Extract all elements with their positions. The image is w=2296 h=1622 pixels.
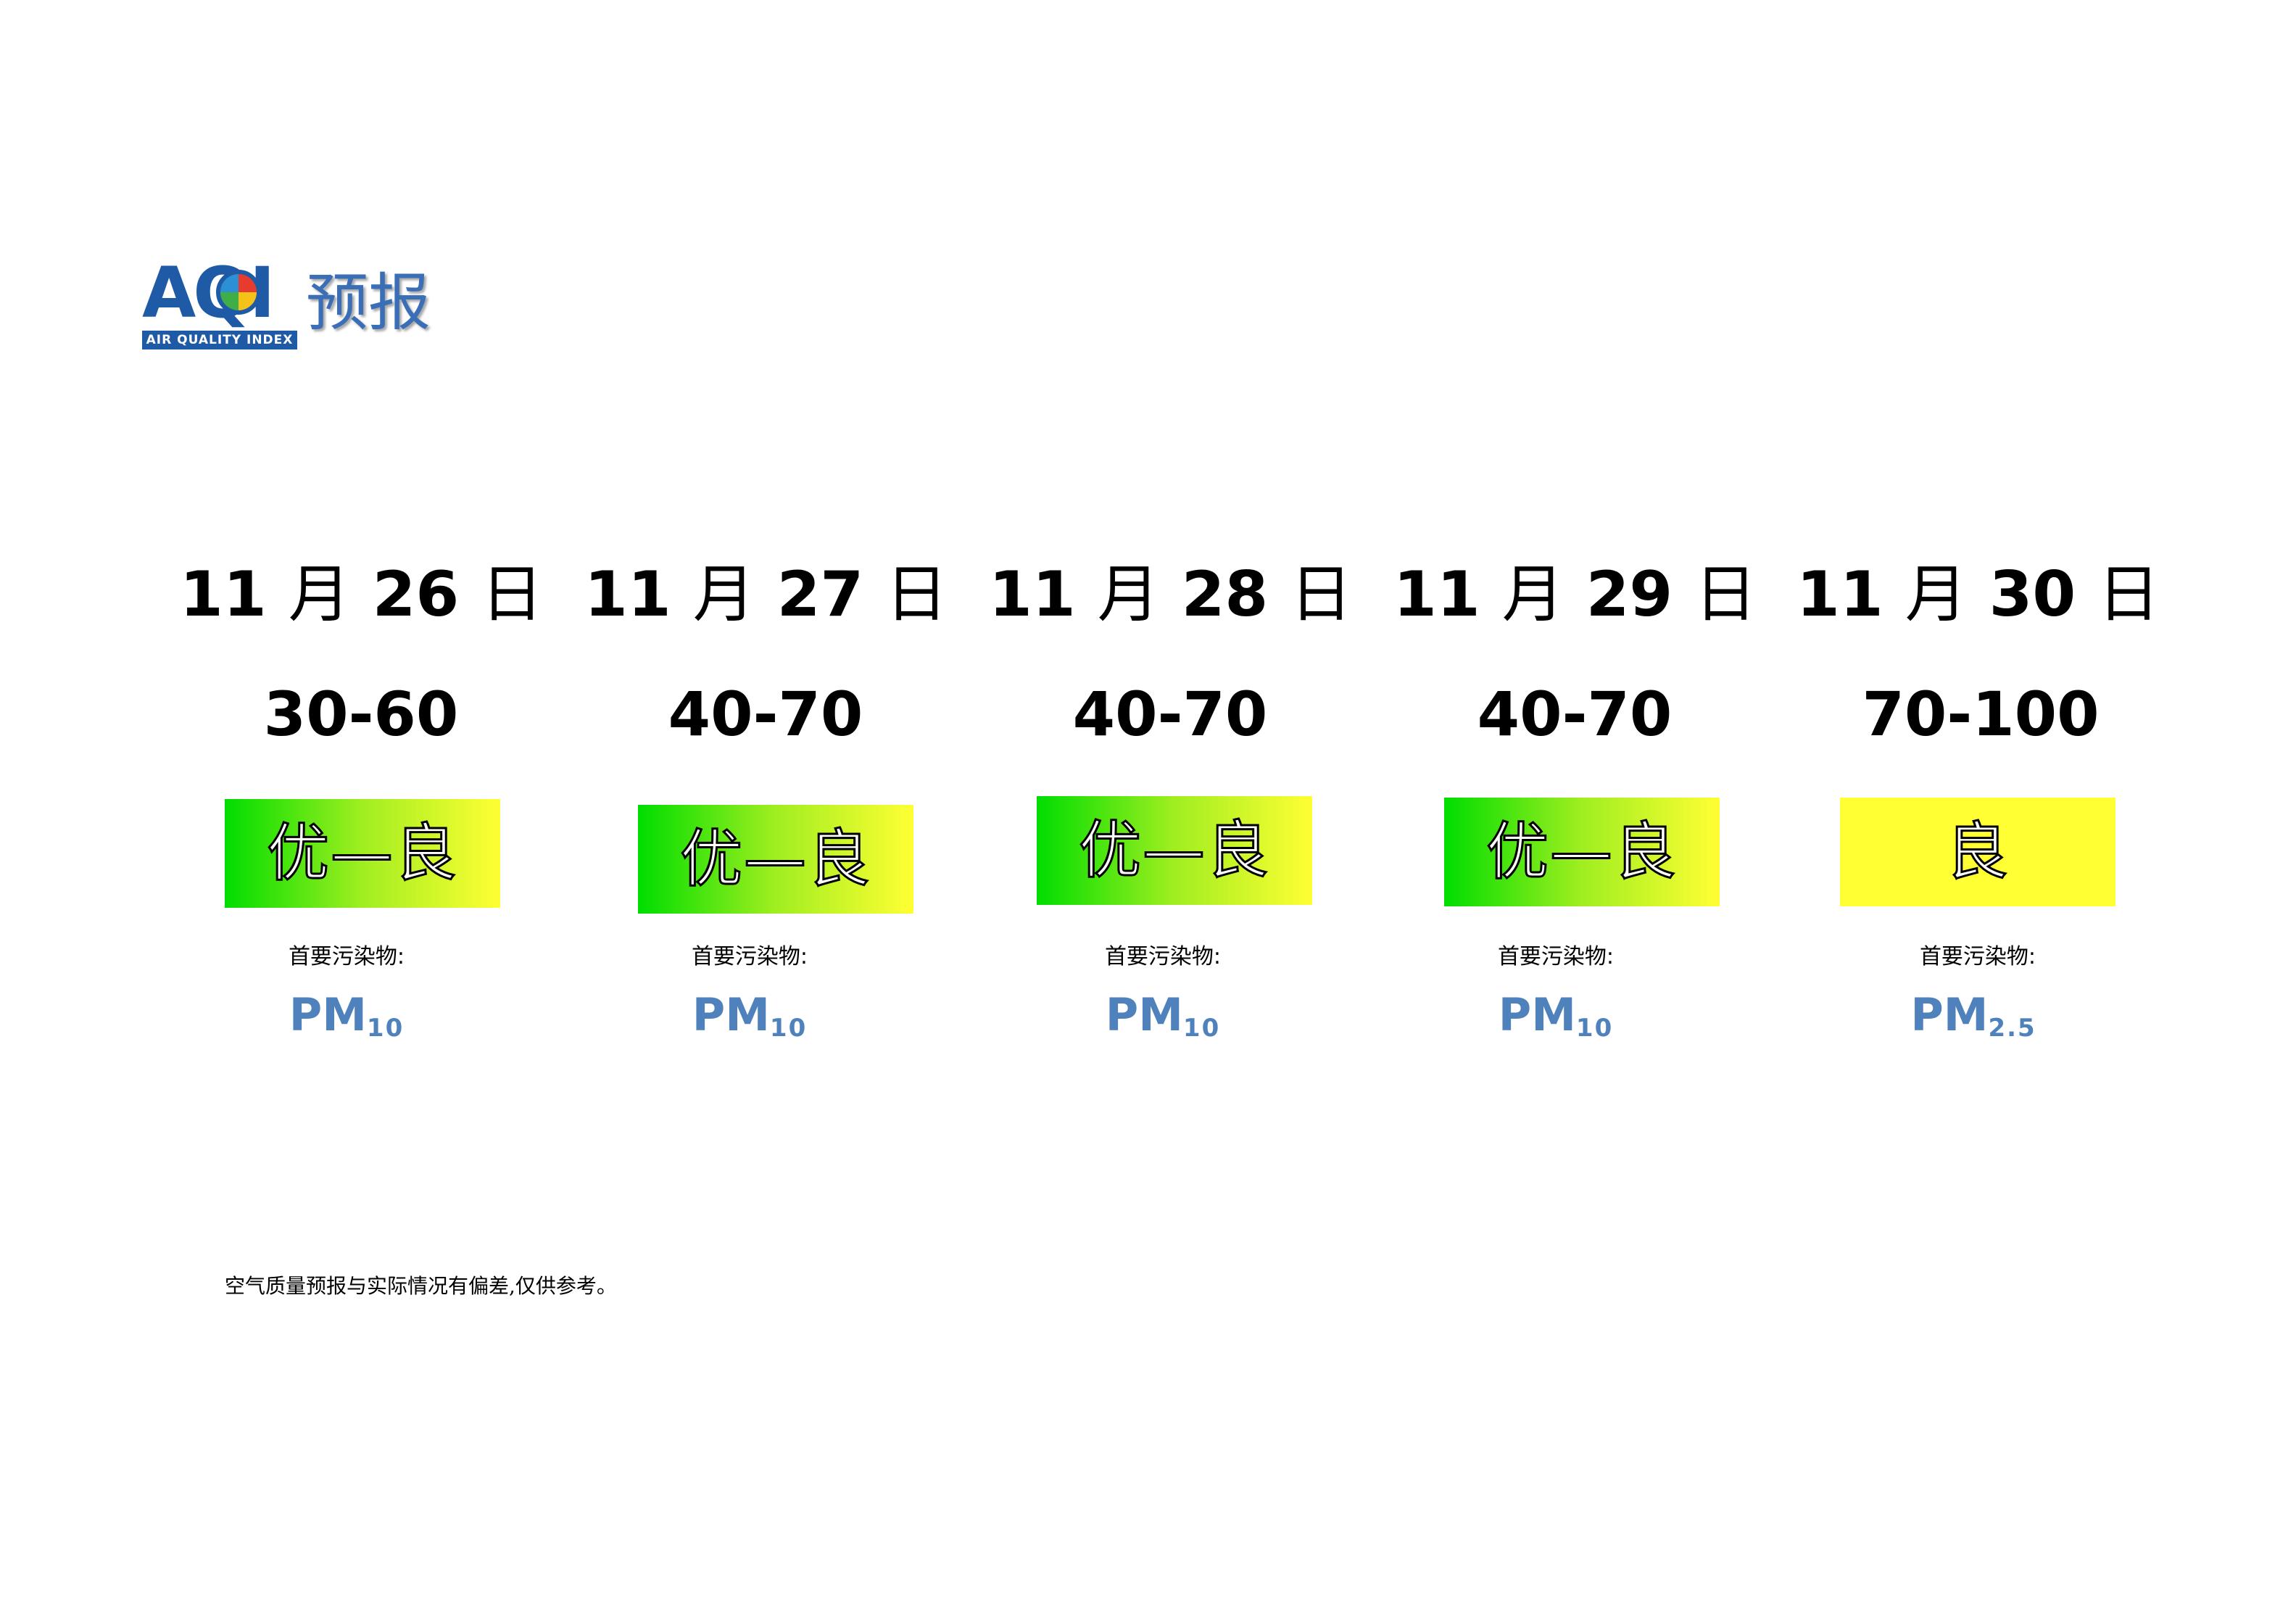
forecast-date: 11 月 28 日 — [989, 558, 1353, 631]
logo-band-text: AIR QUALITY INDEX — [142, 331, 297, 349]
aqi-range: 40-70 — [668, 679, 863, 750]
footnote: 空气质量预报与实际情况有偏差,仅供参考。 — [225, 1274, 617, 1298]
primary-pollutant-label: 首要污染物: — [288, 944, 405, 969]
aqi-level-badge: 优—良 — [1444, 798, 1720, 906]
aqi-range: 70-100 — [1862, 679, 2100, 750]
globe-icon — [216, 270, 261, 315]
primary-pollutant-label: 首要污染物: — [1497, 944, 1615, 969]
aqi-range: 40-70 — [1072, 679, 1268, 750]
aqi-logo: AQI AIR QUALITY INDEX 预报 — [142, 258, 454, 352]
forecast-date: 11 月 29 日 — [1393, 558, 1757, 631]
forecast-date: 11 月 30 日 — [1796, 558, 2160, 631]
aqi-range: 40-70 — [1477, 679, 1673, 750]
primary-pollutant: PM10 — [289, 988, 405, 1043]
primary-pollutant: PM10 — [1105, 988, 1221, 1043]
aqi-level-badge: 优—良 — [225, 799, 500, 908]
primary-pollutant: PM10 — [1498, 988, 1614, 1043]
primary-pollutant: PM2.5 — [1910, 988, 2036, 1043]
primary-pollutant: PM10 — [692, 988, 808, 1043]
aqi-level-badge: 良 — [1840, 798, 2115, 906]
aqi-level-badge: 优—良 — [638, 805, 913, 914]
aqi-range: 30-60 — [263, 679, 459, 750]
primary-pollutant-label: 首要污染物: — [1104, 944, 1222, 969]
page-title: 预报 — [306, 267, 431, 339]
primary-pollutant-label: 首要污染物: — [691, 944, 808, 969]
aqi-level-badge: 优—良 — [1037, 796, 1312, 905]
forecast-date: 11 月 27 日 — [584, 558, 948, 631]
forecast-date: 11 月 26 日 — [180, 558, 544, 631]
primary-pollutant-label: 首要污染物: — [1919, 944, 2036, 969]
